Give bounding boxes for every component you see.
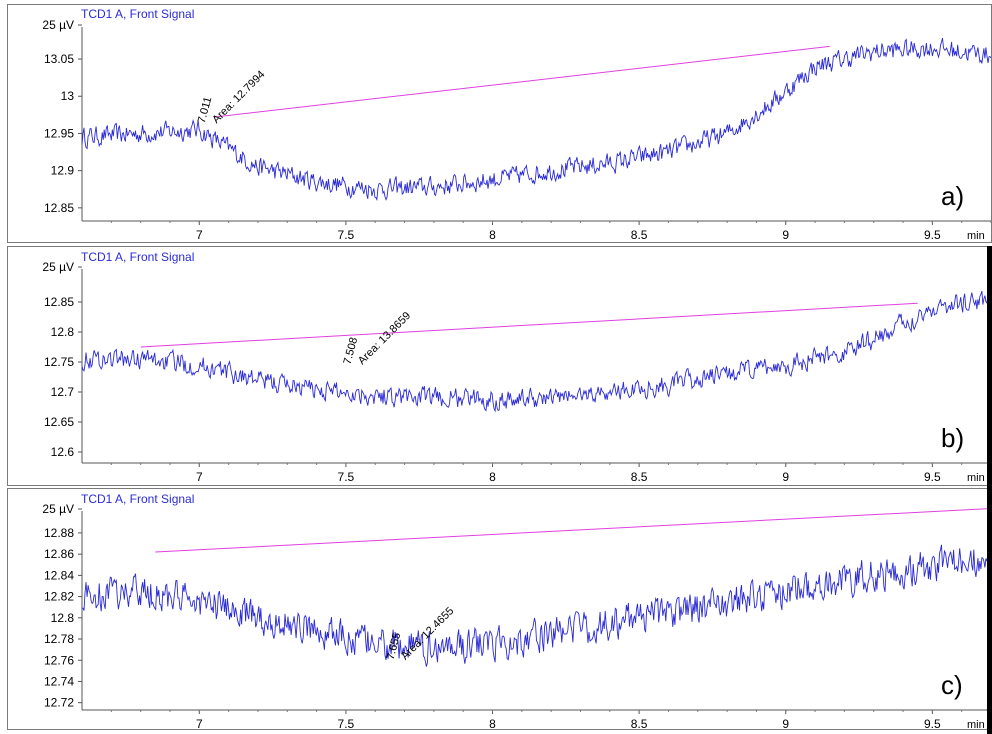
x-tick-label: 7.5 <box>338 717 355 729</box>
x-tick-label: 8.5 <box>631 228 648 242</box>
y-tick-label: 12.8 <box>51 325 75 339</box>
peak-time-label: 7.011 <box>196 96 215 125</box>
x-tick-label: 8.5 <box>631 470 648 484</box>
chromatogram-b: TCD1 A, Front Signal 25 µV 12.6 12.65 12.7 12… <box>42 250 991 484</box>
chromatogram-panel-b: TCD1 A, Front Signal 25 µV 12.6 12.65 12.7 12… <box>7 246 992 486</box>
peak-area-label: Area: 13.8659 <box>356 310 413 367</box>
y-tick-label: 12.74 <box>44 674 74 688</box>
signal-trace <box>81 290 991 413</box>
y-tick-label: 12.85 <box>44 201 74 215</box>
peak-area-label: Area: 12.7994 <box>210 69 267 126</box>
panel-label: b) <box>941 423 964 453</box>
x-unit-label: min <box>967 472 985 484</box>
chart-title: TCD1 A, Front Signal <box>81 7 194 21</box>
chromatogram-panel-a: TCD1 A, Front Signal 25 µV 12.85 12.9 12.95 1… <box>7 4 992 243</box>
y-tick-label: 12.8 <box>51 611 75 625</box>
y-tick-label: 12.88 <box>44 526 74 540</box>
chart-title: TCD1 A, Front Signal <box>81 250 194 264</box>
y-tick-label: 12.75 <box>44 355 74 369</box>
y-tick-label: 12.95 <box>44 126 74 140</box>
chart-title: TCD1 A, Front Signal <box>81 492 194 506</box>
y-tick-label: 12.6 <box>51 445 75 459</box>
x-tick-label: 9 <box>782 717 789 729</box>
integration-baseline <box>213 45 830 118</box>
x-unit-label: min <box>967 719 985 729</box>
chromatogram-a: TCD1 A, Front Signal 25 µV 12.85 12.9 12.95 1… <box>42 7 991 242</box>
x-tick-label: 8 <box>489 470 496 484</box>
chromatogram-panel-c: TCD1 A, Front Signal 25 µV 12.72 12.74 12.76… <box>7 488 992 730</box>
x-tick-label: 8 <box>489 228 496 242</box>
x-tick-label: 7.5 <box>338 470 355 484</box>
x-unit-label: min <box>967 230 985 242</box>
y-tick-label: 12.7 <box>51 385 75 399</box>
x-tick-label: 8.5 <box>631 717 648 729</box>
y-tick-label: 12.76 <box>44 653 74 667</box>
y-tick-label: 12.84 <box>44 568 74 582</box>
signal-trace <box>82 542 991 667</box>
panel-label: c) <box>941 670 963 700</box>
y-unit-label: 25 µV <box>42 18 74 32</box>
x-tick-label: 7 <box>196 470 203 484</box>
integration-baseline <box>140 302 918 348</box>
y-tick-label: 12.65 <box>44 415 74 429</box>
signal-trace <box>81 37 991 202</box>
right-edge-bar <box>987 246 992 734</box>
y-tick-label: 12.85 <box>44 295 74 309</box>
x-tick-label: 7 <box>196 717 203 729</box>
y-tick-label: 13 <box>61 89 75 103</box>
x-tick-label: 9 <box>782 470 789 484</box>
x-tick-label: 9 <box>782 228 789 242</box>
x-tick-label: 9.5 <box>924 717 941 729</box>
x-tick-label: 9.5 <box>924 470 941 484</box>
y-tick-label: 12.82 <box>44 590 74 604</box>
x-tick-label: 7.5 <box>338 228 355 242</box>
integration-baseline <box>155 508 991 553</box>
y-tick-label: 12.72 <box>44 696 74 710</box>
x-tick-label: 7 <box>196 228 203 242</box>
y-unit-label: 25 µV <box>42 260 74 274</box>
y-tick-label: 13.05 <box>44 52 74 66</box>
x-tick-label: 8 <box>489 717 496 729</box>
panel-label: a) <box>941 181 964 211</box>
chromatogram-c: TCD1 A, Front Signal 25 µV 12.72 12.74 12.76… <box>42 492 991 729</box>
x-tick-label: 9.5 <box>924 228 941 242</box>
y-tick-label: 12.86 <box>44 547 74 561</box>
y-unit-label: 25 µV <box>42 502 74 516</box>
y-tick-label: 12.78 <box>44 632 74 646</box>
y-tick-label: 12.9 <box>51 164 75 178</box>
